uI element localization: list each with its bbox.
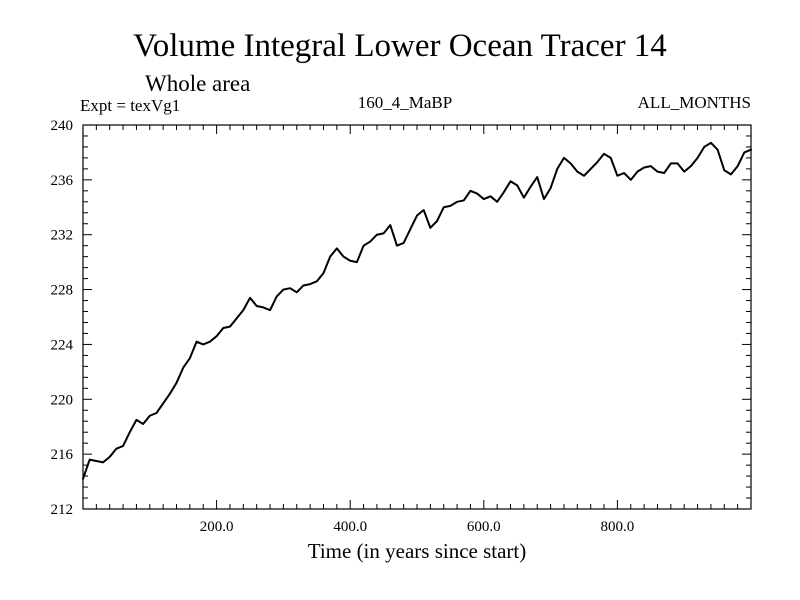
x-tick-label: 400.0 <box>333 519 367 535</box>
y-tick-label: 228 <box>51 283 74 299</box>
chart-subtitle: Whole area <box>145 71 251 96</box>
x-tick-label: 600.0 <box>467 519 501 535</box>
y-tick-label: 224 <box>51 337 74 353</box>
x-axis-label: Time (in years since start) <box>307 539 527 563</box>
axis-ticks <box>83 125 751 509</box>
tick-labels: 200.0 400.0 600.0 800.0 212 216 220 224 228 232 23… <box>51 118 635 535</box>
x-tick-label: 200.0 <box>200 519 234 535</box>
y-tick-label: 240 <box>51 118 74 134</box>
chart-title: Volume Integral Lower Ocean Tracer 14 <box>133 28 667 64</box>
y-tick-label: 216 <box>51 447 74 463</box>
experiment-label: Expt = texVg1 <box>80 96 181 115</box>
y-tick-label: 220 <box>51 392 74 408</box>
experiment-name: 160_4_MaBP <box>357 93 453 112</box>
y-tick-label: 236 <box>51 173 74 189</box>
season-label: ALL_MONTHS <box>637 93 751 112</box>
y-tick-label: 232 <box>51 228 74 244</box>
series-layer <box>82 141 752 480</box>
series-line <box>82 141 752 480</box>
y-tick-label: 212 <box>51 502 74 518</box>
x-tick-label: 800.0 <box>601 519 635 535</box>
plot-frame <box>82 124 752 510</box>
